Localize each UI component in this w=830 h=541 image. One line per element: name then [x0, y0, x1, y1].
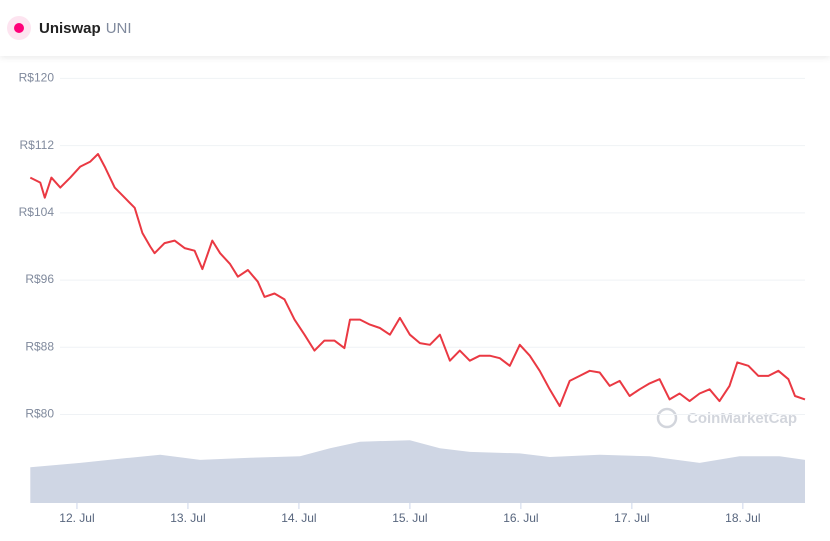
y-tick-label: R$80 — [25, 407, 54, 421]
x-tick-label: 15. Jul — [392, 511, 427, 525]
y-tick-label: R$96 — [25, 272, 54, 286]
logo — [7, 16, 31, 40]
y-tick-label: R$104 — [19, 205, 55, 219]
coin-symbol: UNI — [105, 19, 132, 37]
x-tick-label: 13. Jul — [170, 511, 205, 525]
watermark-text: CoinMarketCap — [687, 410, 797, 427]
x-tick-label: 14. Jul — [281, 511, 316, 525]
watermark: CoinMarketCap — [656, 407, 797, 429]
y-tick-label: R$88 — [25, 339, 54, 353]
x-tick-label: 12. Jul — [59, 511, 94, 525]
x-tick-label: 18. Jul — [725, 511, 760, 525]
header: Uniswap UNI — [0, 0, 830, 56]
coin-name: Uniswap — [39, 19, 101, 37]
x-tick-label: 16. Jul — [503, 511, 538, 525]
price-line — [29, 153, 806, 408]
x-tick-label: 17. Jul — [614, 511, 649, 525]
volume-area — [30, 440, 806, 503]
y-tick-label: R$120 — [19, 71, 55, 85]
logo-icon — [14, 23, 24, 33]
y-tick-label: R$112 — [20, 138, 55, 152]
